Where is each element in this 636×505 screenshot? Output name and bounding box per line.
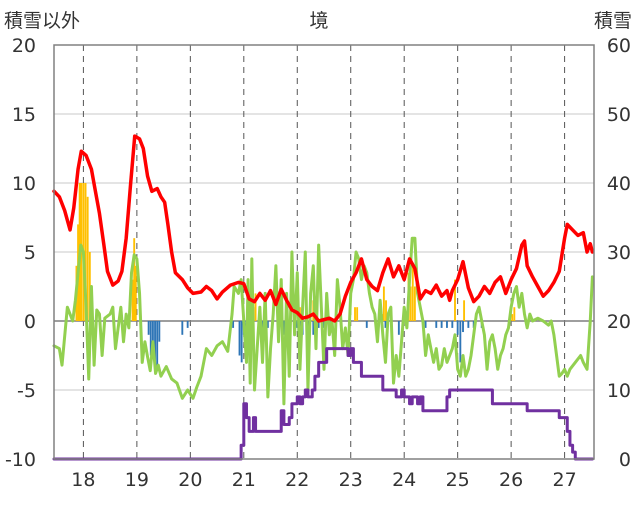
precip_negative-bar — [446, 321, 448, 328]
precip_negative-bar — [149, 321, 152, 356]
chart-title: 境 — [309, 10, 328, 32]
right-tick-label: 0 — [619, 449, 631, 471]
left-tick-label: 5 — [24, 242, 36, 264]
precip_positive-bar — [133, 238, 136, 321]
right-tick-label: 40 — [607, 173, 631, 195]
precip_positive-bar — [411, 265, 414, 321]
x-tick-label: 18 — [71, 469, 95, 491]
x-tick-label: 20 — [178, 469, 202, 491]
snow_depth-line — [52, 347, 594, 461]
right-axis-label: 積雪 — [594, 10, 632, 32]
precip_negative-bar — [462, 321, 464, 333]
precip_negative-bar — [240, 321, 243, 363]
precip_positive-bar — [356, 307, 359, 321]
precip_negative-bar — [435, 321, 438, 328]
precip_negative-bar — [459, 321, 462, 363]
line-layer — [52, 134, 595, 461]
precip_negative-bar — [282, 321, 285, 335]
wind-line — [52, 236, 594, 406]
axis-layer: -10 -5 0 5 10 15 20 0 10 20 30 40 50 60 18 19 20 21 22 23 24… — [5, 35, 631, 491]
left-tick-label: -5 — [17, 380, 36, 402]
right-tick-label: 10 — [607, 380, 631, 402]
precip_positive-bar — [409, 286, 412, 321]
left-tick-label: 0 — [24, 311, 36, 333]
left-tick-label: 10 — [12, 173, 36, 195]
precip_negative-bar — [384, 321, 387, 328]
right-tick-label: 20 — [607, 311, 631, 333]
precip_positive-bar — [382, 286, 385, 321]
precip_positive-bar — [134, 265, 137, 321]
precip_negative-bar — [467, 321, 470, 328]
precip_negative-bar — [397, 321, 400, 335]
precip_positive-bar — [131, 279, 134, 321]
precip_positive-bar — [84, 183, 87, 321]
precip_negative-bar — [424, 321, 427, 328]
x-tick-label: 23 — [339, 469, 363, 491]
left-tick-label: 15 — [12, 104, 36, 126]
x-tick-label: 19 — [125, 469, 149, 491]
precip_negative-bar — [147, 321, 150, 335]
precip_positive-bar — [413, 286, 416, 321]
right-tick-label: 50 — [607, 104, 631, 126]
precip_positive-bar — [463, 300, 466, 321]
x-tick-label: 25 — [446, 469, 470, 491]
precip_negative-bar — [323, 321, 325, 328]
precip_negative-bar — [317, 321, 320, 328]
precip_negative-bar — [312, 321, 315, 335]
precip_negative-bar — [440, 321, 443, 328]
precip_negative-bar — [266, 321, 269, 328]
precip_negative-bar — [154, 321, 156, 370]
x-tick-label: 26 — [499, 469, 523, 491]
precip_positive-bar — [86, 196, 89, 321]
precip_positive-bar — [354, 307, 356, 321]
precip_negative-bar — [158, 321, 161, 342]
precip_negative-bar — [238, 321, 241, 356]
precip_negative-bar — [365, 321, 368, 328]
precip_negative-bar — [186, 321, 189, 328]
precip_positive-bar — [88, 252, 91, 321]
precip_negative-bar — [181, 321, 184, 335]
left-tick-label: -10 — [5, 449, 36, 471]
precip_negative-bar — [156, 321, 159, 370]
x-tick-label: 24 — [392, 469, 416, 491]
precip_negative-bar — [451, 321, 454, 328]
x-tick-label: 27 — [553, 469, 577, 491]
precip_positive-bar — [385, 300, 387, 321]
precip_negative-bar — [151, 321, 154, 349]
x-tick-label: 22 — [285, 469, 309, 491]
left-tick-label: 20 — [12, 35, 36, 57]
temperature-line — [52, 134, 595, 323]
right-tick-label: 30 — [607, 242, 631, 264]
precip_positive-bar — [254, 293, 257, 321]
left-axis-label: 積雪以外 — [4, 10, 80, 32]
precip_negative-bar — [456, 321, 459, 335]
precip_positive-bar — [454, 279, 456, 321]
precip_negative-bar — [232, 321, 235, 328]
right-tick-label: 60 — [607, 35, 631, 57]
plot-area-border — [53, 44, 595, 460]
x-tick-label: 21 — [232, 469, 256, 491]
precip_positive-bar — [513, 307, 516, 321]
precip_positive-bar — [511, 314, 514, 321]
